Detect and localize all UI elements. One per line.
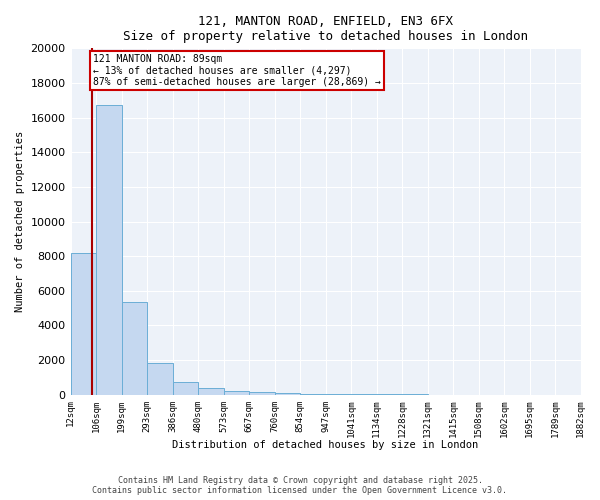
Bar [173, 382, 198, 394]
Bar [147, 362, 173, 394]
Y-axis label: Number of detached properties: Number of detached properties [15, 131, 25, 312]
Bar [275, 393, 300, 394]
Bar [122, 302, 147, 394]
Text: Contains HM Land Registry data © Crown copyright and database right 2025.
Contai: Contains HM Land Registry data © Crown c… [92, 476, 508, 495]
Bar [71, 252, 96, 394]
Bar [96, 106, 122, 395]
Bar [224, 391, 249, 394]
X-axis label: Distribution of detached houses by size in London: Distribution of detached houses by size … [172, 440, 479, 450]
Bar [198, 388, 224, 394]
Bar [249, 392, 275, 394]
Title: 121, MANTON ROAD, ENFIELD, EN3 6FX
Size of property relative to detached houses : 121, MANTON ROAD, ENFIELD, EN3 6FX Size … [123, 15, 528, 43]
Text: 121 MANTON ROAD: 89sqm
← 13% of detached houses are smaller (4,297)
87% of semi-: 121 MANTON ROAD: 89sqm ← 13% of detached… [93, 54, 381, 86]
